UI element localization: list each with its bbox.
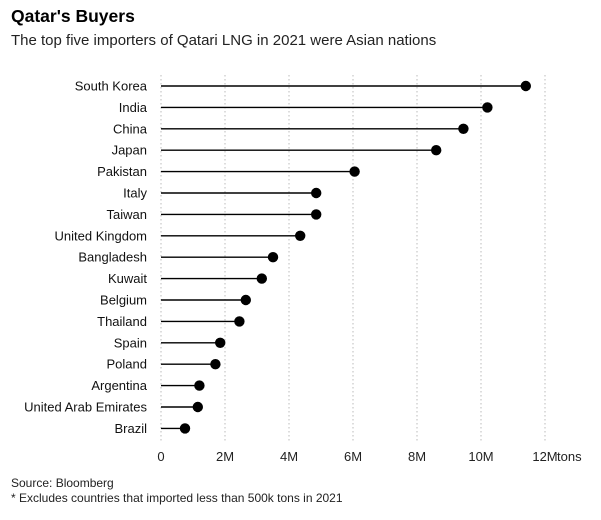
lollipop-dot [194,380,205,391]
category-labels: South Korea India China Japan Pakistan Italy T… [24,79,148,436]
category-label: China [113,121,148,136]
category-label: India [119,100,148,115]
category-label: United Arab Emirates [24,400,147,415]
lollipop-dot [311,187,322,199]
category-label: South Korea [75,79,148,94]
lollipop-dot [240,294,251,306]
x-tick-label: 8M [408,449,426,464]
category-label: Argentina [91,378,147,393]
lollipop-dot [256,273,267,284]
category-label: Taiwan [107,207,147,222]
category-label: Poland [107,357,147,372]
category-label: United Kingdom [55,228,148,243]
chart-subtitle: The top five importers of Qatari LNG in … [11,32,437,49]
lollipop-dot [267,252,279,263]
lollipop-dot [192,401,203,413]
gridlines [160,75,546,443]
category-label: Kuwait [108,271,147,286]
lollipop-dot [520,80,531,92]
x-tick-label: 0 [157,449,164,464]
x-tick-label: 2M [216,449,234,464]
lollipop-dot [311,209,322,220]
category-label: Brazil [114,421,147,436]
lollipop-dot [215,337,226,348]
lollipop-dot [482,102,493,113]
source-note: Source: Bloomberg [11,476,114,490]
lollipop-dot [234,316,245,327]
category-label: Spain [114,335,147,350]
lollipop-dot [295,230,306,241]
lollipop-dot [179,423,191,434]
category-label: Thailand [97,314,147,329]
footnote: * Excludes countries that imported less … [11,491,343,505]
lollipop-dot [431,145,442,156]
x-axis-ticks: 0 2M 4M 6M 8M 10M 12M tons [157,449,582,464]
category-label: Belgium [100,293,147,308]
lollipop-chart: 0 2M 4M 6M 8M 10M 12M tons South Korea India Chin… [24,75,582,464]
chart-title: Qatar's Buyers [11,6,135,26]
lollipop-dot [349,166,360,177]
category-label: Italy [123,186,147,201]
category-label: Japan [112,143,147,158]
category-label: Bangladesh [78,250,147,265]
category-label: Pakistan [97,164,147,179]
x-tick-label: 4M [280,449,298,464]
x-unit-label: tons [557,449,582,464]
lollipop-dot [210,359,221,370]
x-tick-label: 10M [468,449,493,464]
x-tick-label: 12M [532,449,557,464]
chart-marks [161,80,531,434]
lollipop-dot [458,123,469,134]
x-tick-label: 6M [344,449,362,464]
